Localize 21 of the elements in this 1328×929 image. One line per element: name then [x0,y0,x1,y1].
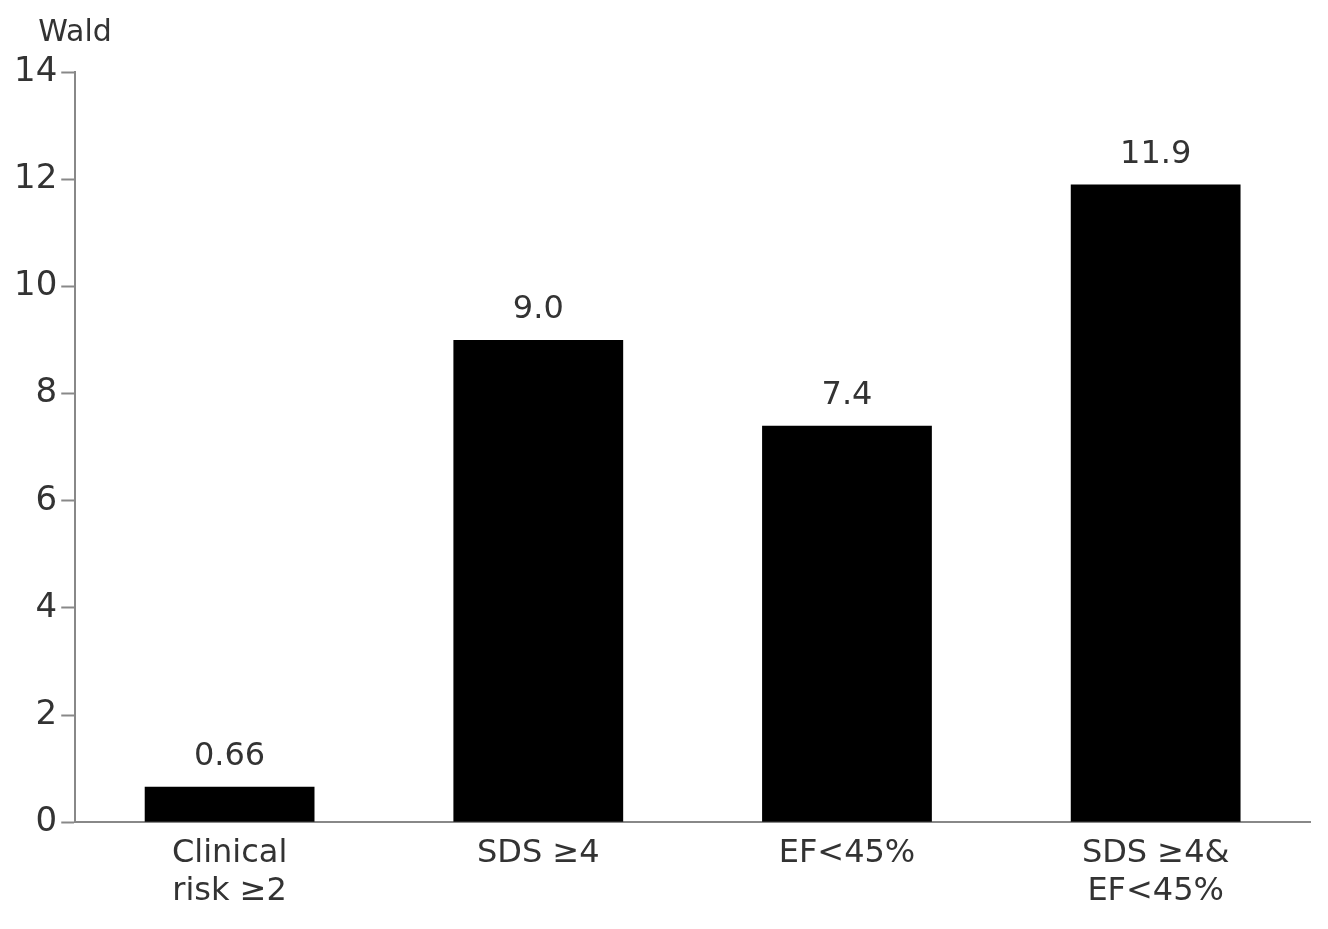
x-tick-label: Clinical risk ≥2 [171,831,288,909]
y-tick-label: 10 [14,263,58,304]
x-tick-label: SDS ≥4 [476,831,600,870]
bar [762,425,932,822]
y-tick-label: 14 [14,48,58,89]
data-label: 7.4 [821,373,873,412]
x-tick-label: SDS ≥4& EF<45% [1081,831,1230,909]
bar [1070,184,1241,822]
bar [453,339,624,822]
data-label: 11.9 [1120,132,1192,171]
bar [144,786,315,822]
y-axis-title: Wald [38,12,112,48]
y-tick-label: 0 [35,799,58,840]
x-tick-label: EF<45% [778,831,916,870]
data-label: 9.0 [512,288,564,327]
y-tick-label: 6 [35,477,58,518]
y-tick-label: 4 [35,584,58,625]
y-tick-label: 2 [35,691,58,732]
data-label: 0.66 [193,735,266,774]
y-tick-label: 8 [35,370,58,411]
y-tick-label: 12 [14,156,58,196]
